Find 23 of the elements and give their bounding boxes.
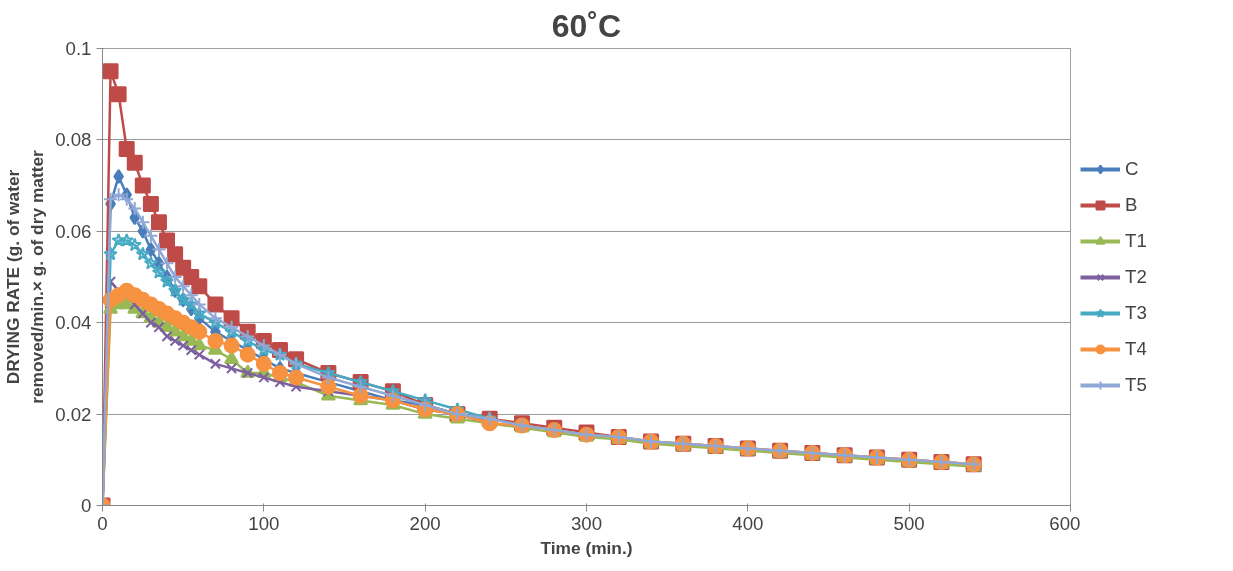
y-tick-label: 0.1 (65, 38, 92, 59)
legend-label: T2 (1125, 265, 1148, 288)
legend-label: T4 (1125, 337, 1148, 360)
x-tick-label: 300 (570, 512, 603, 534)
x-tick-label: 100 (248, 512, 280, 534)
x-axis-title: Time (min.) (540, 537, 633, 558)
x-tick-label: 600 (1049, 512, 1081, 534)
legend-label: T3 (1125, 301, 1148, 324)
legend-label: T1 (1125, 229, 1148, 252)
y-tick-label: 0.06 (55, 220, 92, 242)
x-tick-label: 0 (97, 512, 108, 534)
chart-title: 60˚C (551, 7, 622, 44)
legend-label: C (1125, 157, 1140, 180)
y-tick-label: 0.04 (55, 312, 92, 334)
x-tick-label: 500 (893, 512, 925, 534)
legend-label: T5 (1125, 373, 1148, 396)
y-tick-label: 0.08 (55, 129, 92, 151)
y-tick-label: 0.02 (55, 403, 92, 425)
x-tick-label: 200 (409, 512, 441, 534)
y-tick-label: 0 (81, 495, 92, 516)
x-tick-label: 400 (732, 512, 764, 534)
y-axis-title: DRYING RATE (g. of water removed/min.× g. of dry matter (3, 149, 48, 404)
legend-label: B (1125, 193, 1139, 216)
